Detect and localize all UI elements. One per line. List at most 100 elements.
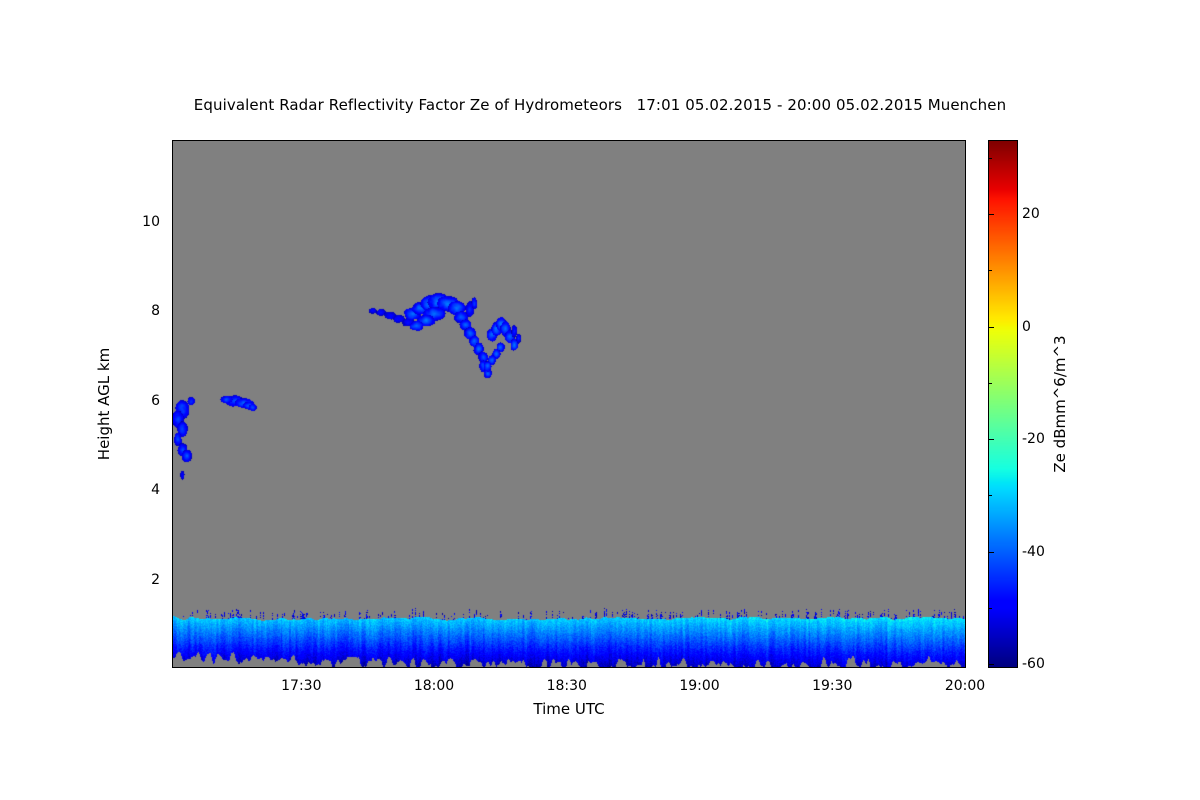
y-axis-tick [172, 468, 173, 469]
x-axis-tick [611, 140, 612, 141]
y-axis-tick [965, 602, 966, 603]
colorbar-tick [989, 326, 994, 328]
x-axis-tick-label: 17:30 [281, 678, 322, 694]
x-axis-tick-label: 19:00 [679, 678, 720, 694]
x-axis-tick [523, 140, 524, 141]
y-axis-tick-label: 2 [151, 571, 160, 588]
colorbar-minor-tick [989, 495, 992, 497]
y-axis-tick [965, 647, 966, 648]
y-axis-tick-label: 8 [151, 303, 160, 320]
y-axis-tick [965, 199, 966, 200]
x-axis-tick [346, 667, 347, 668]
x-axis-tick [346, 140, 347, 141]
y-axis-tick-label: 6 [151, 392, 160, 409]
y-axis-tick [965, 401, 966, 402]
colorbar-tick-label: -40 [1022, 543, 1045, 560]
x-axis-tick [611, 667, 612, 668]
y-axis-tick [965, 490, 966, 491]
colorbar-gradient [989, 141, 1017, 667]
x-axis-tick [213, 140, 214, 141]
y-axis-tick [965, 289, 966, 290]
y-axis-tick [965, 266, 966, 267]
x-axis-tick [434, 667, 435, 668]
x-axis-tick [700, 667, 701, 668]
y-axis-tick [172, 401, 173, 402]
x-axis-tick [744, 140, 745, 141]
radar-heatmap-canvas [173, 141, 965, 667]
y-axis-tick [965, 333, 966, 334]
x-axis-tick [523, 667, 524, 668]
y-axis-tick [172, 289, 173, 290]
x-axis-tick [301, 667, 302, 668]
colorbar-tick-label: -20 [1022, 431, 1045, 448]
colorbar-tick [989, 214, 994, 216]
y-axis-tick [172, 624, 173, 625]
y-axis-tick [965, 535, 966, 536]
y-axis-tick [965, 222, 966, 223]
x-axis-tick [655, 667, 656, 668]
colorbar-tick [989, 664, 994, 666]
x-axis-tick-label: 18:00 [413, 678, 455, 694]
y-axis-tick [172, 244, 173, 245]
x-axis-tick [301, 140, 302, 141]
x-axis-tick [788, 667, 789, 668]
x-axis-tick [567, 140, 568, 141]
y-axis-tick [965, 356, 966, 357]
x-axis-tick [921, 140, 922, 141]
colorbar-tick-label: 20 [1022, 206, 1040, 223]
y-axis-label: Height AGL km [95, 347, 113, 461]
x-axis-tick [655, 140, 656, 141]
y-axis-tick [965, 154, 966, 155]
x-axis-tick [257, 140, 258, 141]
y-axis-tick [172, 423, 173, 424]
x-axis-tick-label: 19:30 [812, 678, 853, 694]
y-axis-tick [172, 602, 173, 603]
y-axis-tick [172, 513, 173, 514]
x-axis-tick [744, 667, 745, 668]
y-axis-tick [965, 513, 966, 514]
y-axis-tick [172, 177, 173, 178]
y-axis-tick [172, 490, 173, 491]
colorbar-minor-tick [989, 270, 992, 272]
x-axis-label: Time UTC [533, 700, 605, 718]
figure-title: Equivalent Radar Reflectivity Factor Ze … [193, 96, 1007, 114]
y-axis-tick [965, 244, 966, 245]
y-axis-tick [965, 557, 966, 558]
y-axis-tick [172, 557, 173, 558]
x-axis-tick [832, 140, 833, 141]
y-axis-tick [965, 445, 966, 446]
colorbar-minor-tick [989, 382, 992, 384]
x-axis-tick [567, 667, 568, 668]
x-axis-tick [478, 140, 479, 141]
x-axis-tick [877, 140, 878, 141]
radar-plot-area [172, 140, 966, 668]
y-axis-tick [172, 311, 173, 312]
x-axis-tick-label: 20:00 [944, 678, 986, 694]
y-axis-tick [965, 580, 966, 581]
x-axis-tick [390, 667, 391, 668]
y-axis-tick [965, 378, 966, 379]
x-axis-tick [257, 667, 258, 668]
y-axis-tick [965, 177, 966, 178]
y-axis-tick [965, 311, 966, 312]
y-axis-tick [172, 356, 173, 357]
y-axis-tick [172, 154, 173, 155]
colorbar-title: Ze dBmm^6/m^3 [1051, 335, 1069, 473]
colorbar-minor-tick [989, 607, 992, 609]
colorbar-tick [989, 439, 994, 441]
x-axis-tick [478, 667, 479, 668]
x-axis-tick [832, 667, 833, 668]
x-axis-tick-label: 18:30 [546, 678, 587, 694]
y-axis-tick [965, 468, 966, 469]
y-axis-tick [172, 535, 173, 536]
y-axis-tick [172, 222, 173, 223]
y-axis-tick [172, 647, 173, 648]
x-axis-tick [877, 667, 878, 668]
x-axis-tick [390, 140, 391, 141]
y-axis-tick [172, 333, 173, 334]
x-axis-tick [921, 667, 922, 668]
x-axis-tick [965, 667, 966, 668]
colorbar-tick-label: 0 [1022, 318, 1031, 335]
x-axis-tick [788, 140, 789, 141]
